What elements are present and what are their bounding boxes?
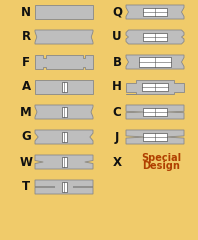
Text: J: J (115, 131, 119, 144)
Text: Special: Special (141, 153, 181, 163)
Text: T: T (22, 180, 30, 193)
Polygon shape (35, 130, 93, 144)
Text: C: C (113, 106, 121, 119)
Polygon shape (126, 105, 184, 119)
Text: H: H (112, 80, 122, 94)
Polygon shape (35, 180, 93, 194)
Bar (62, 157, 67, 167)
Polygon shape (35, 30, 93, 44)
Polygon shape (35, 55, 93, 69)
Bar (62, 107, 67, 117)
Text: W: W (19, 156, 32, 168)
Text: U: U (112, 30, 122, 43)
Text: G: G (21, 131, 31, 144)
Bar (62, 182, 67, 192)
Text: R: R (21, 30, 30, 43)
Bar (142, 83, 168, 91)
Text: A: A (21, 80, 30, 94)
Bar (143, 8, 167, 16)
Polygon shape (126, 130, 184, 144)
Bar (143, 133, 167, 141)
Bar (35, 5, 93, 19)
Bar (35, 80, 93, 94)
Polygon shape (126, 5, 184, 19)
Polygon shape (35, 105, 93, 119)
Bar (143, 108, 167, 116)
Bar (143, 33, 167, 41)
Text: Design: Design (142, 161, 180, 171)
Text: X: X (112, 156, 122, 168)
Polygon shape (126, 55, 184, 69)
Polygon shape (126, 30, 184, 44)
Text: M: M (20, 106, 32, 119)
Bar (139, 57, 171, 66)
Bar (62, 132, 67, 142)
Polygon shape (126, 80, 184, 94)
Text: B: B (112, 55, 122, 68)
Text: Q: Q (112, 6, 122, 18)
Bar (62, 82, 67, 92)
Polygon shape (35, 155, 93, 169)
Text: F: F (22, 55, 30, 68)
Text: N: N (21, 6, 31, 18)
